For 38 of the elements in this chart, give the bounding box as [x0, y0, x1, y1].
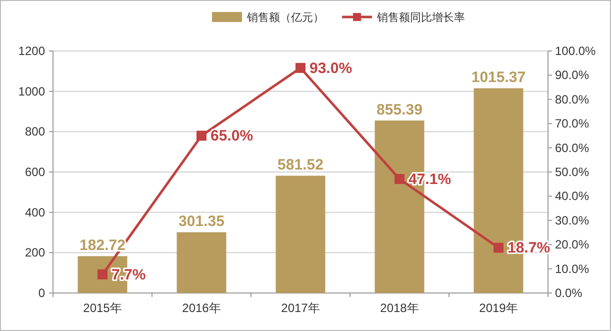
- y-tick-label: 0: [38, 286, 46, 300]
- y2-tick-label: 10.0%: [555, 262, 590, 276]
- y2-tick-label: 60.0%: [555, 140, 590, 155]
- x-tick-label: 2019年: [479, 301, 518, 315]
- y2-tick-label: 70.0%: [555, 116, 590, 131]
- point: [494, 242, 504, 253]
- data-label: 301.35: [178, 213, 224, 230]
- data-label: 1015.37: [471, 69, 526, 86]
- y2-tick-label: 50.0%: [555, 165, 590, 179]
- y2-tick-label: 20.0%: [555, 238, 590, 252]
- y-tick-label: 400: [24, 205, 46, 220]
- bar: [276, 176, 326, 293]
- data-label: 855.39: [376, 101, 422, 118]
- y2-tick-label: 40.0%: [555, 189, 590, 204]
- legend-label: 销售额同比增长率: [376, 11, 465, 24]
- y-tick-label: 200: [24, 246, 46, 260]
- y2-tick-label: 0.0%: [555, 286, 583, 300]
- data-label: 93.0%: [310, 60, 352, 77]
- point: [196, 130, 206, 141]
- y2-tick-label: 30.0%: [555, 213, 590, 228]
- bar: [176, 232, 226, 293]
- y-tick-label: 1000: [18, 84, 46, 98]
- x-tick-label: 2016年: [182, 301, 221, 315]
- y-tick-label: 800: [24, 124, 46, 139]
- y-tick-label: 600: [24, 165, 46, 179]
- x-tick-label: 2017年: [281, 301, 320, 315]
- y2-tick-label: 80.0%: [555, 92, 590, 106]
- y-tick-label: 1200: [18, 44, 46, 58]
- y2-tick-label: 100.0%: [555, 44, 596, 58]
- point: [98, 269, 108, 280]
- point: [296, 62, 306, 73]
- y2-tick-label: 90.0%: [555, 68, 590, 82]
- data-label: 65.0%: [210, 128, 254, 145]
- data-label: 581.52: [278, 156, 324, 174]
- point: [394, 174, 404, 184]
- x-tick-label: 2018年: [380, 301, 419, 315]
- legend-label: 销售额（亿元）: [246, 11, 324, 24]
- x-tick-label: 2015年: [83, 301, 122, 315]
